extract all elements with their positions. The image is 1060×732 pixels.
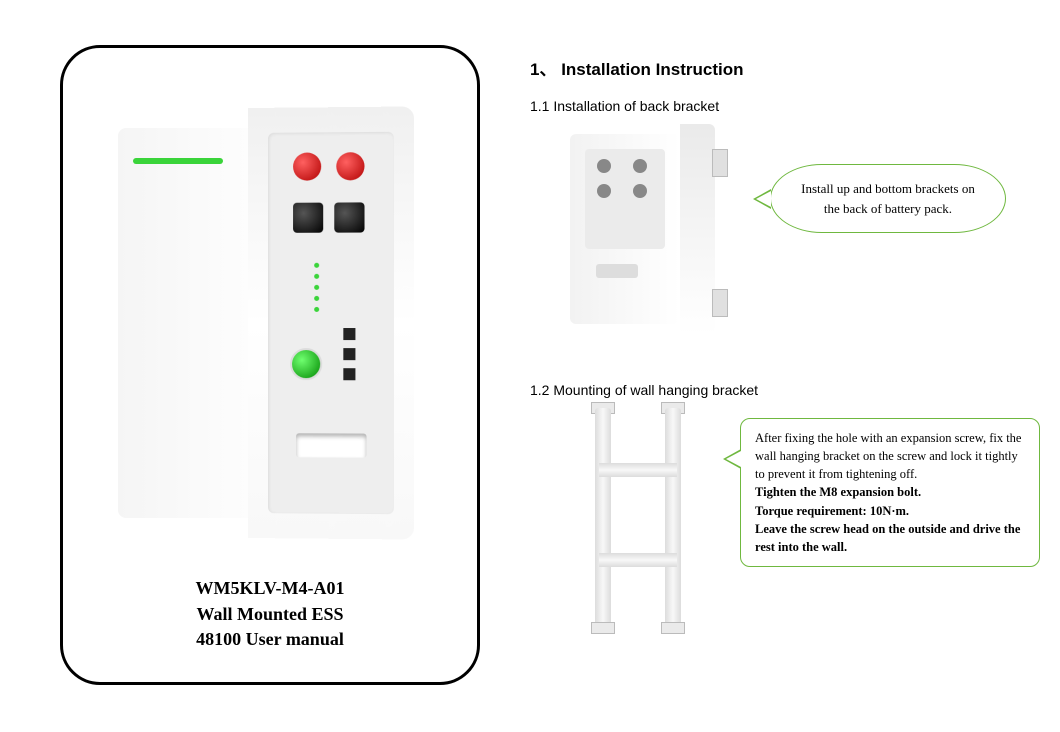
step2-bold2: Torque requirement: 10N·m. <box>755 504 909 518</box>
section-heading: 1、 Installation Instruction <box>530 55 1030 80</box>
step1-heading: 1.1 Installation of back bracket <box>530 98 1030 114</box>
step2-heading: 1.2 Mounting of wall hanging bracket <box>530 382 1030 398</box>
product-subtitle: 48100 User manual <box>63 627 477 652</box>
step2-body: After fixing the hole with an expansion … <box>530 408 1030 708</box>
device-panel <box>268 132 394 514</box>
step1-callout: Install up and bottom brackets on the ba… <box>770 164 1006 233</box>
port-2 <box>343 348 355 360</box>
step2-callout: After fixing the hole with an expansion … <box>740 418 1040 567</box>
section-number: 1、 <box>530 60 556 79</box>
port-3 <box>343 368 355 380</box>
led-strip <box>133 158 223 164</box>
breaker-slot <box>296 433 366 457</box>
step2-text: After fixing the hole with an expansion … <box>755 431 1021 481</box>
port-1 <box>343 328 355 340</box>
step2-bold3: Leave the screw head on the outside and … <box>755 522 1020 554</box>
instructions-column: 1、 Installation Instruction 1.1 Installa… <box>530 55 1030 708</box>
product-card: WM5KLV-M4-A01 Wall Mounted ESS 48100 Use… <box>60 45 480 685</box>
product-model: WM5KLV-M4-A01 <box>63 576 477 601</box>
bracket-bottom <box>712 289 728 317</box>
device-side <box>248 106 414 539</box>
power-button-icon <box>290 348 322 380</box>
step2-bold1: Tighten the M8 expansion bolt. <box>755 485 921 499</box>
step1-body: Install up and bottom brackets on the ba… <box>530 124 1030 374</box>
product-title-block: WM5KLV-M4-A01 Wall Mounted ESS 48100 Use… <box>63 576 477 652</box>
device-front <box>118 128 248 518</box>
terminal-black-1 <box>293 203 323 233</box>
back-device-render <box>570 124 720 334</box>
terminal-black-2 <box>334 202 364 232</box>
terminal-red-2 <box>336 152 364 180</box>
wall-bracket-render <box>585 408 695 628</box>
product-render <box>118 108 418 538</box>
bracket-top <box>712 149 728 177</box>
terminal-red-1 <box>293 152 321 180</box>
product-name: Wall Mounted ESS <box>63 602 477 627</box>
indicator-leds <box>314 263 319 318</box>
section-title: Installation Instruction <box>561 60 743 79</box>
